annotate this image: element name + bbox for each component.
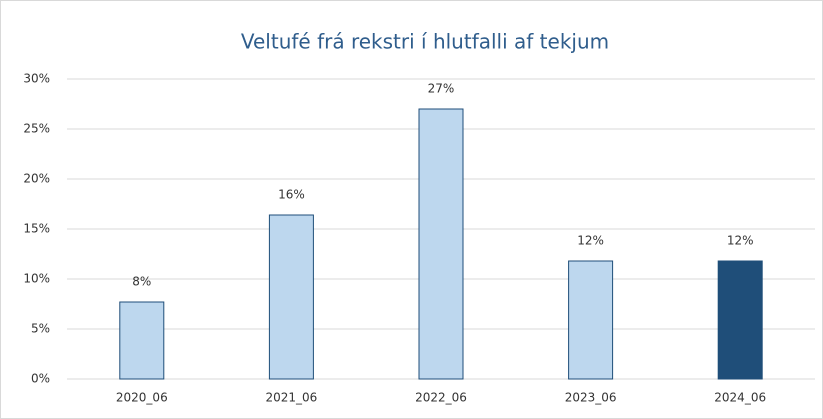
data-label: 16% — [278, 188, 305, 202]
bar — [717, 260, 763, 380]
y-tick-label: 15% — [23, 222, 50, 236]
data-label: 8% — [132, 275, 151, 289]
y-tick-label: 20% — [23, 172, 50, 186]
x-tick-label: 2021_06 — [265, 391, 317, 405]
x-tick-label: 2023_06 — [565, 391, 617, 405]
data-label: 12% — [727, 234, 754, 248]
y-tick-label: 10% — [23, 272, 50, 286]
y-tick-label: 0% — [31, 372, 50, 386]
bar — [418, 108, 464, 380]
x-tick-label: 2024_06 — [714, 391, 766, 405]
y-tick-label: 30% — [23, 72, 50, 86]
bar — [119, 301, 165, 380]
x-tick-label: 2020_06 — [116, 391, 168, 405]
data-label: 27% — [428, 82, 455, 96]
bar — [268, 214, 314, 380]
y-tick-label: 5% — [31, 322, 50, 336]
chart-title: Veltufé frá rekstri í hlutfalli af tekju… — [241, 30, 609, 54]
data-label: 12% — [577, 234, 604, 248]
bar — [568, 260, 614, 380]
y-tick-label: 25% — [23, 122, 50, 136]
x-tick-label: 2022_06 — [415, 391, 467, 405]
